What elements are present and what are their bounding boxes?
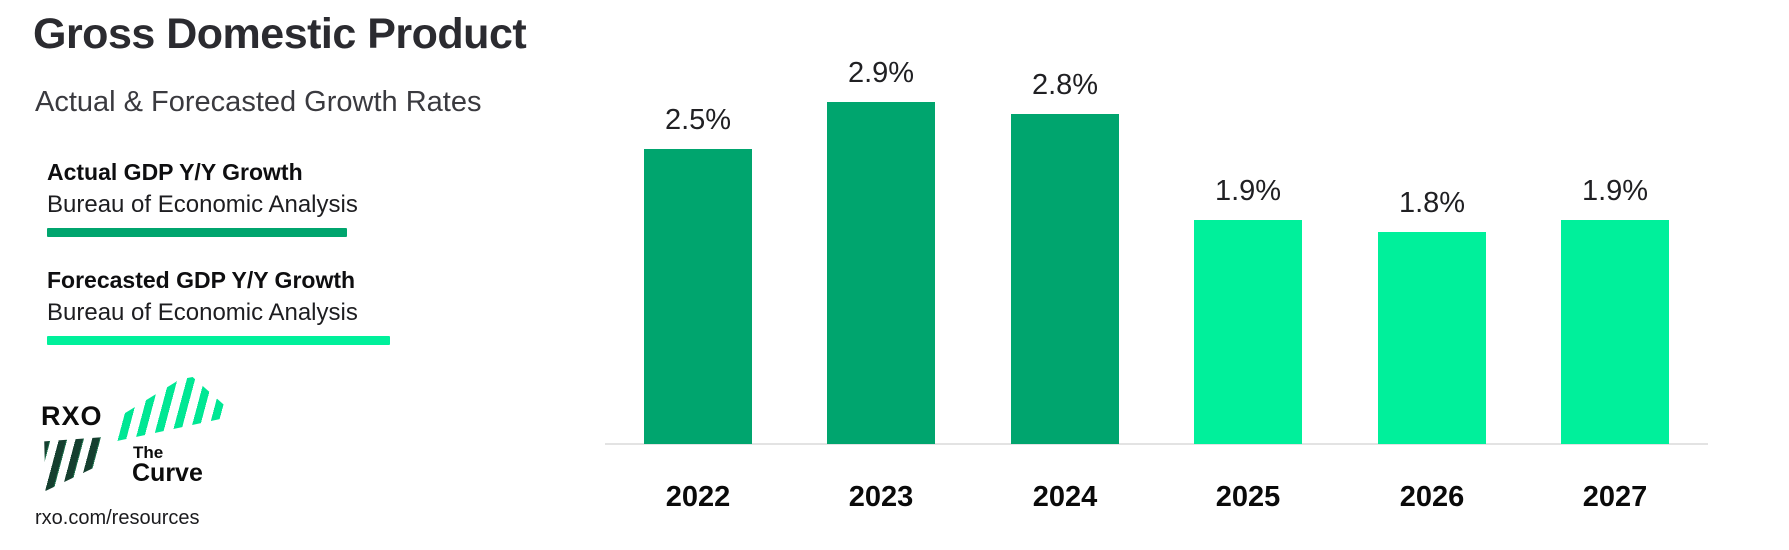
legend-swatch-actual <box>47 228 347 237</box>
bar-chart: 2.5% 2022 2.9% 2023 2.8% 2024 1.9% 2025 1.8% 2026… <box>605 0 1715 550</box>
rxo-the-curve-logo: RXO The Curve <box>33 363 243 498</box>
chart-bar-2024 <box>1011 114 1119 444</box>
legend-swatch-forecasted <box>47 336 390 345</box>
bar-year-label: 2022 <box>665 481 731 513</box>
legend-source: Bureau of Economic Analysis <box>47 299 358 326</box>
bar-year-label: 2023 <box>848 481 914 513</box>
legend-label: Actual GDP Y/Y Growth <box>47 159 303 185</box>
page-subtitle: Actual & Forecasted Growth Rates <box>35 86 482 118</box>
bar-value-label: 1.9% <box>1581 175 1649 207</box>
chart-bar-2025 <box>1194 220 1302 444</box>
logo-curve-text: Curve <box>132 459 203 487</box>
bar-year-label: 2027 <box>1582 481 1648 513</box>
chart-bar-2023 <box>827 102 935 444</box>
bar-year-label: 2025 <box>1215 481 1281 513</box>
page-title: Gross Domestic Product <box>33 10 527 58</box>
chart-bar-2026 <box>1378 232 1486 444</box>
bar-value-label: 2.8% <box>1031 69 1099 101</box>
x-axis-line <box>605 443 1708 445</box>
bar-value-label: 1.8% <box>1398 187 1466 219</box>
rxo-mint-stripes-icon <box>117 377 225 441</box>
logo-the-text: The <box>133 443 164 462</box>
bar-value-label: 1.9% <box>1214 175 1282 207</box>
rxo-dark-stripes-icon <box>44 437 105 491</box>
bar-year-label: 2026 <box>1399 481 1465 513</box>
legend-source: Bureau of Economic Analysis <box>47 191 358 218</box>
legend-label: Forecasted GDP Y/Y Growth <box>47 267 356 293</box>
legend-item-forecasted: Forecasted GDP Y/Y Growth Bureau of Econ… <box>47 264 390 345</box>
bar-year-label: 2024 <box>1032 481 1098 513</box>
legend-item-actual: Actual GDP Y/Y Growth Bureau of Economic… <box>47 156 358 237</box>
chart-bar-2022 <box>644 149 752 444</box>
chart-bar-2027 <box>1561 220 1669 444</box>
rxo-brand-text: RXO <box>41 401 103 431</box>
bar-value-label: 2.5% <box>664 104 732 136</box>
footer-url: rxo.com/resources <box>35 507 200 529</box>
bar-value-label: 2.9% <box>847 57 915 89</box>
